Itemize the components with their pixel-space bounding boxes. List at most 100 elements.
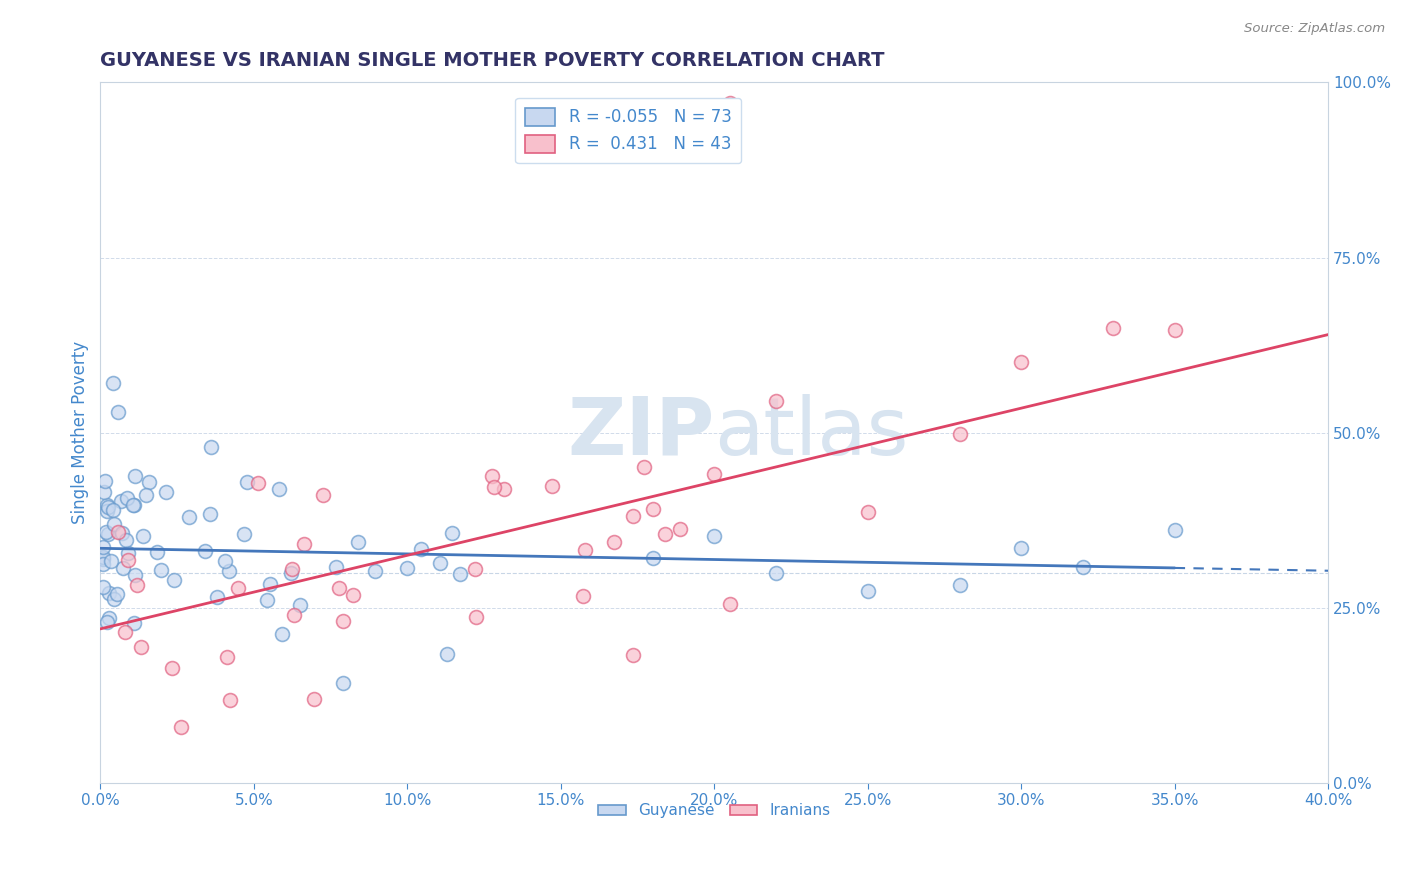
Point: [150, 563, 173, 577]
Point: [572, 589, 595, 603]
Point: [105, 587, 128, 601]
Point: [100, 554, 122, 568]
Point: [170, 720, 193, 734]
Point: [395, 561, 418, 575]
Point: [200, 440, 222, 454]
Point: [111, 526, 134, 541]
Point: [494, 483, 516, 497]
Point: [1010, 541, 1032, 556]
Point: [115, 491, 138, 505]
Point: [129, 640, 152, 655]
Point: [97, 611, 120, 625]
Point: [122, 615, 145, 630]
Point: [440, 525, 463, 540]
Point: [259, 576, 281, 591]
Point: [122, 499, 145, 513]
Point: [271, 626, 294, 640]
Text: ZIP: ZIP: [567, 393, 714, 472]
Point: [122, 498, 145, 512]
Point: [247, 475, 270, 490]
Point: [325, 560, 347, 574]
Point: [124, 468, 146, 483]
Point: [292, 537, 315, 551]
Point: [621, 648, 644, 663]
Point: [464, 610, 486, 624]
Point: [765, 393, 787, 408]
Point: [101, 502, 124, 516]
Point: [1163, 323, 1185, 337]
Point: [226, 581, 249, 595]
Point: [267, 482, 290, 496]
Point: [288, 598, 311, 612]
Point: [346, 535, 368, 549]
Point: [101, 376, 124, 391]
Point: [103, 592, 125, 607]
Point: [449, 567, 471, 582]
Point: [654, 527, 676, 541]
Point: [464, 562, 486, 576]
Point: [96, 498, 118, 512]
Text: Source: ZipAtlas.com: Source: ZipAtlas.com: [1244, 22, 1385, 36]
Legend: Guyanese, Iranians: Guyanese, Iranians: [592, 797, 837, 824]
Point: [117, 553, 139, 567]
Point: [949, 577, 972, 591]
Point: [198, 507, 221, 521]
Point: [856, 583, 879, 598]
Point: [280, 566, 302, 580]
Point: [217, 650, 239, 665]
Point: [718, 597, 741, 611]
Point: [111, 561, 134, 575]
Point: [219, 692, 242, 706]
Point: [621, 509, 644, 524]
Point: [93, 541, 115, 555]
Point: [98, 585, 121, 599]
Point: [669, 522, 692, 536]
Point: [364, 565, 387, 579]
Point: [146, 545, 169, 559]
Point: [138, 475, 160, 489]
Point: [342, 588, 364, 602]
Point: [117, 545, 139, 559]
Point: [603, 535, 626, 549]
Point: [641, 502, 664, 516]
Point: [633, 460, 655, 475]
Point: [436, 647, 458, 661]
Point: [949, 426, 972, 441]
Point: [283, 607, 305, 622]
Point: [1010, 355, 1032, 369]
Point: [127, 578, 149, 592]
Point: [110, 494, 132, 508]
Point: [540, 478, 562, 492]
Point: [703, 467, 725, 482]
Point: [218, 564, 240, 578]
Point: [281, 562, 304, 576]
Point: [96, 615, 118, 629]
Point: [93, 557, 115, 571]
Point: [214, 554, 236, 568]
Point: [93, 550, 115, 565]
Point: [103, 516, 125, 531]
Point: [232, 527, 254, 541]
Point: [304, 692, 326, 706]
Point: [482, 480, 505, 494]
Point: [429, 556, 451, 570]
Point: [97, 500, 120, 515]
Point: [124, 568, 146, 582]
Text: GUYANESE VS IRANIAN SINGLE MOTHER POVERTY CORRELATION CHART: GUYANESE VS IRANIAN SINGLE MOTHER POVERT…: [100, 51, 884, 70]
Point: [1163, 523, 1185, 537]
Point: [114, 625, 136, 640]
Point: [332, 614, 354, 628]
Point: [135, 488, 157, 502]
Point: [160, 661, 183, 675]
Point: [155, 484, 177, 499]
Point: [194, 544, 217, 558]
Point: [94, 474, 117, 488]
Point: [1102, 320, 1125, 334]
Point: [703, 529, 725, 543]
Point: [256, 593, 278, 607]
Point: [574, 543, 596, 558]
Point: [411, 542, 433, 557]
Point: [163, 573, 186, 587]
Point: [328, 581, 350, 595]
Point: [107, 405, 129, 419]
